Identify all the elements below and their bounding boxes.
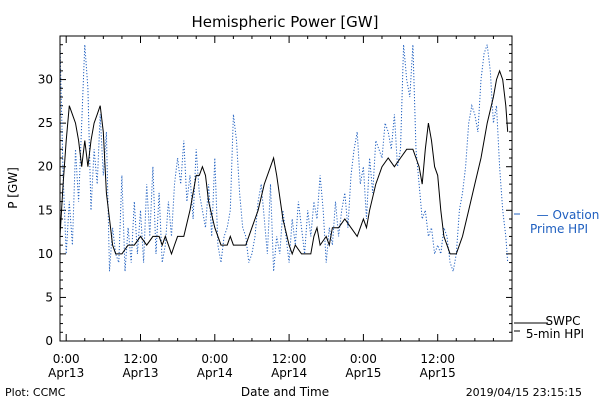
y-tick-label: 5 [45, 290, 53, 304]
plot-frame [59, 35, 513, 342]
footer-timestamp: 2019/04/15 23:15:15 [466, 386, 582, 399]
y-tick-label: 20 [38, 160, 53, 174]
legend-swpc-line2: 5-min HPI [526, 327, 584, 341]
x-tick-time-label: 0:00 [53, 352, 80, 366]
legend-ovation-line1: — Ovation [537, 208, 600, 222]
x-tick-time-label: 12:00 [420, 352, 455, 366]
x-tick-date-label: Apr13 [48, 366, 84, 380]
x-tick-date-label: Apr13 [122, 366, 158, 380]
x-tick-time-label: 0:00 [201, 352, 228, 366]
y-tick-label: 15 [38, 203, 53, 217]
x-tick-time-label: 12:00 [272, 352, 307, 366]
x-tick-date-label: Apr15 [345, 366, 381, 380]
y-tick-label: 25 [38, 116, 53, 130]
y-axis-ticks: 0 5 10 15 20 25 30 [38, 44, 512, 348]
x-tick-time-label: 0:00 [350, 352, 377, 366]
x-tick-time-label: 12:00 [123, 352, 158, 366]
swpc-hpi-line [59, 69, 509, 256]
y-tick-label: 0 [45, 334, 53, 348]
x-axis-label: Date and Time [241, 385, 329, 399]
legend-swpc-line1: SWPC [545, 314, 580, 328]
y-axis-label: P [GW] [6, 167, 20, 209]
legend-ovation-line2: Prime HPI [530, 222, 588, 236]
chart-title: Hemispheric Power [GW] [192, 13, 379, 31]
x-tick-date-label: Apr14 [197, 366, 233, 380]
x-tick-date-label: Apr15 [420, 366, 456, 380]
footer-plot-credit: Plot: CCMC [5, 386, 66, 399]
ovation-prime-hpi-line [59, 44, 509, 274]
y-tick-label: 30 [38, 73, 53, 87]
series-layer [59, 44, 509, 274]
y-tick-label: 10 [38, 247, 53, 261]
x-axis-ticks: 0:00Apr1312:00Apr130:00Apr1412:00Apr140:… [48, 36, 494, 380]
x-tick-date-label: Apr14 [271, 366, 307, 380]
